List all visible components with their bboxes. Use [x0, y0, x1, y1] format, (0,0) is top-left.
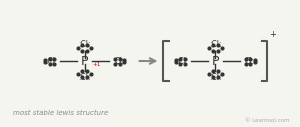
- Text: Cl:: Cl:: [114, 57, 124, 66]
- Text: :Cl:: :Cl:: [78, 73, 91, 82]
- Text: +1: +1: [92, 62, 100, 67]
- Text: Cl:: Cl:: [245, 57, 255, 66]
- Text: :Cl:: :Cl:: [209, 73, 222, 82]
- Text: P: P: [81, 54, 88, 68]
- Text: +: +: [269, 30, 276, 39]
- Text: :Cl:: :Cl:: [78, 40, 91, 49]
- Text: © Learnool.com: © Learnool.com: [245, 118, 290, 123]
- Text: P: P: [212, 54, 219, 68]
- Text: :Cl: :Cl: [176, 57, 186, 66]
- Text: :Cl: :Cl: [45, 57, 55, 66]
- Text: :Cl:: :Cl:: [209, 40, 222, 49]
- Text: most stable lewis structure: most stable lewis structure: [13, 110, 109, 116]
